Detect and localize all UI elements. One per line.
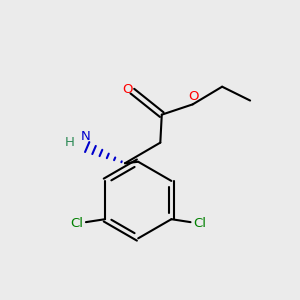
- Text: Cl: Cl: [193, 217, 206, 230]
- Text: Cl: Cl: [70, 217, 84, 230]
- Text: H: H: [65, 136, 75, 149]
- Text: O: O: [123, 83, 133, 96]
- Text: N: N: [81, 130, 91, 143]
- Text: O: O: [188, 91, 199, 103]
